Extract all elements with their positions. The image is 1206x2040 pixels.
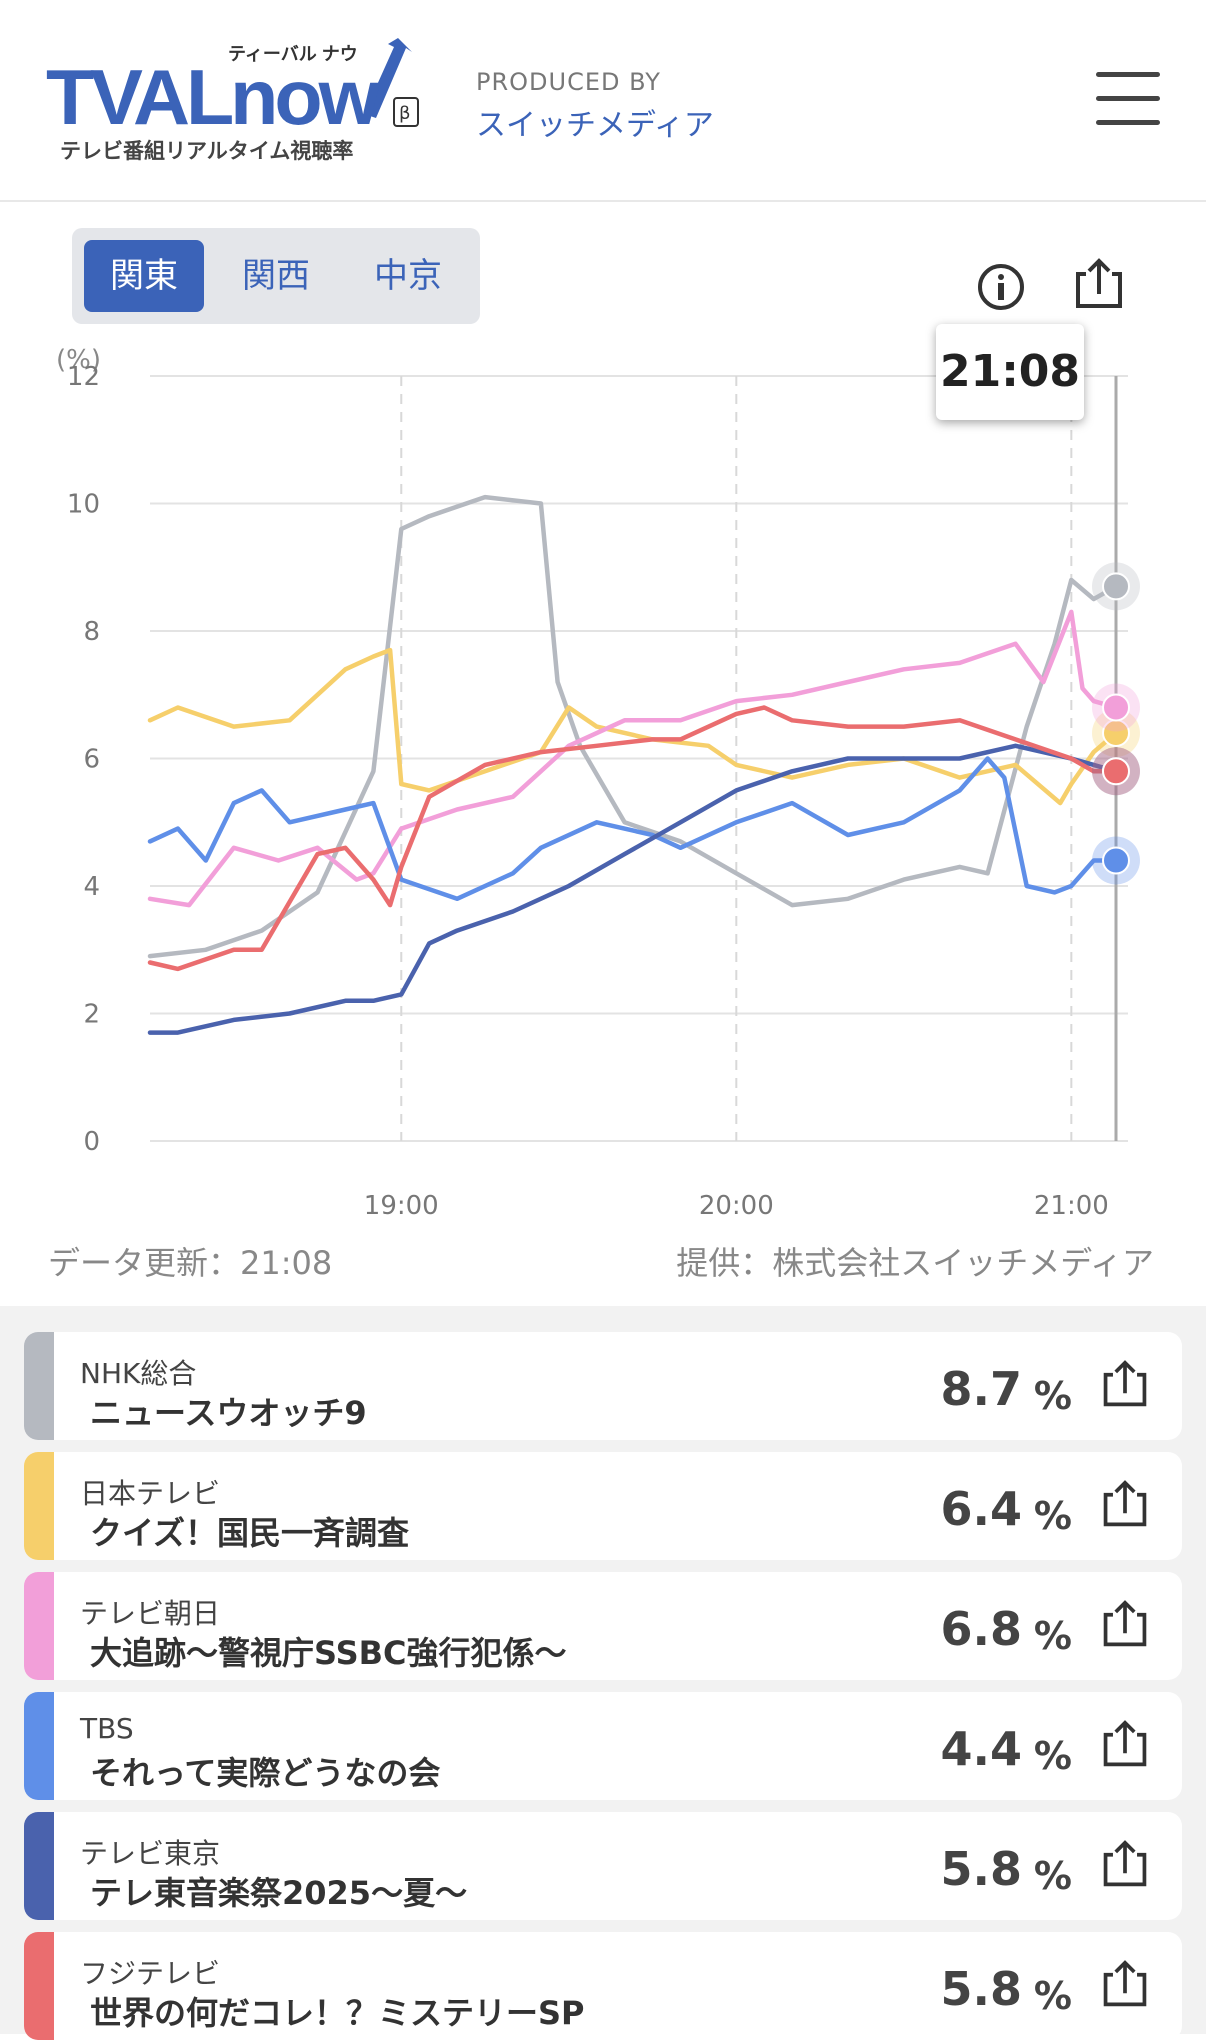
share-icon[interactable]: [1100, 1478, 1150, 1530]
channel-card[interactable]: フジテレビ世界の何だコレ！？ミステリーSP 5.8%: [24, 1932, 1182, 2040]
series-marker: [1102, 846, 1130, 875]
logo-wordmark: TVALnow: [46, 53, 380, 141]
program-title: テレ東音楽祭2025〜夏〜: [90, 1874, 468, 1912]
rating-unit: %: [1033, 1374, 1072, 1418]
series-line: [147, 756, 1119, 902]
program-title: 世界の何だコレ！？ミステリーSP: [90, 1994, 585, 2032]
info-icon[interactable]: [976, 262, 1026, 312]
hamburger-menu-icon[interactable]: [1096, 72, 1160, 128]
rating-value: 5.8: [940, 1842, 1023, 1896]
rating-value: 6.4: [940, 1482, 1023, 1536]
rating-unit: %: [1033, 1854, 1072, 1898]
channel-card[interactable]: テレビ朝日大追跡〜警視庁SSBC強行犯係〜 6.8%: [24, 1572, 1182, 1680]
tab-kansai[interactable]: 関西: [242, 256, 310, 296]
rating-unit: %: [1033, 1614, 1072, 1658]
program-title: クイズ！国民一斉調査: [90, 1514, 410, 1552]
channel-color-bar: [24, 1332, 54, 1440]
program-title: ニュースウオッチ9: [90, 1394, 367, 1432]
brand-link[interactable]: スイッチメディア: [476, 108, 714, 143]
rating-value: 4.4: [940, 1722, 1023, 1776]
x-tick-label: 20:00: [699, 1191, 774, 1221]
channel-card[interactable]: NHK総合ニュースウオッチ9 8.7%: [24, 1332, 1182, 1440]
share-icon[interactable]: [1100, 1718, 1150, 1770]
rating-value: 6.8: [940, 1602, 1023, 1656]
logo-tagline: テレビ番組リアルタイム視聴率: [60, 139, 353, 163]
channel-name: NHK総合: [80, 1357, 197, 1390]
rating-unit: %: [1033, 1494, 1072, 1538]
produced-by-label: PRODUCED BY: [476, 68, 661, 96]
time-tooltip: 21:08: [936, 324, 1084, 420]
series-line: [147, 647, 1119, 806]
channel-card[interactable]: テレビ東京テレ東音楽祭2025〜夏〜 5.8%: [24, 1812, 1182, 1920]
y-tick-label: 12: [67, 362, 100, 392]
tvalnow-logo[interactable]: ティーバル ナウ TVALnow β テレビ番組リアルタイム視聴率: [46, 28, 446, 178]
series-marker: [1102, 693, 1130, 722]
share-icon[interactable]: [1100, 1358, 1150, 1410]
channel-name: TBS: [80, 1712, 134, 1745]
logo-katakana: ティーバル ナウ: [228, 44, 358, 64]
series-marker: [1102, 757, 1130, 786]
share-icon[interactable]: [1100, 1598, 1150, 1650]
series-marker: [1102, 572, 1130, 601]
share-icon[interactable]: [1072, 256, 1126, 312]
logo-beta: β: [399, 103, 411, 124]
channel-color-bar: [24, 1692, 54, 1800]
y-tick-label: 6: [83, 745, 100, 775]
program-title: それって実際どうなの会: [90, 1754, 441, 1792]
y-tick-label: 4: [83, 872, 100, 902]
y-tick-label: 2: [83, 1000, 100, 1030]
tab-kanto[interactable]: 関東: [84, 240, 204, 312]
rating-value: 8.7: [940, 1362, 1023, 1416]
channel-color-bar: [24, 1812, 54, 1920]
tab-chukyo[interactable]: 中京: [374, 256, 442, 296]
rating-unit: %: [1033, 1974, 1072, 2018]
series-line: [147, 743, 1119, 1035]
channel-card[interactable]: TBS それって実際どうなの会 4.4%: [24, 1692, 1182, 1800]
series-line: [147, 494, 1119, 959]
program-title: 大追跡〜警視庁SSBC強行犯係〜: [90, 1634, 567, 1672]
app-header: ティーバル ナウ TVALnow β テレビ番組リアルタイム視聴率 PRODUC…: [0, 0, 1206, 202]
series-line: [147, 609, 1119, 908]
y-axis-unit: (%): [56, 345, 101, 375]
y-tick-label: 8: [83, 617, 100, 647]
channel-color-bar: [24, 1932, 54, 2040]
channel-card[interactable]: 日本テレビクイズ！国民一斉調査 6.4%: [24, 1452, 1182, 1560]
channel-color-bar: [24, 1572, 54, 1680]
share-icon[interactable]: [1100, 1838, 1150, 1890]
channel-name: 日本テレビ: [80, 1477, 221, 1510]
region-tabs: 関東 関西 中京: [72, 228, 480, 324]
rating-unit: %: [1033, 1734, 1072, 1778]
channel-name: テレビ東京: [80, 1837, 221, 1870]
y-tick-label: 0: [83, 1127, 100, 1157]
channel-name: フジテレビ: [80, 1957, 221, 1990]
x-tick-label: 21:00: [1034, 1191, 1109, 1221]
series-line: [147, 705, 1119, 972]
rating-value: 5.8: [940, 1962, 1023, 2016]
y-tick-label: 10: [67, 490, 100, 520]
share-icon[interactable]: [1100, 1958, 1150, 2010]
x-tick-label: 19:00: [364, 1191, 439, 1221]
data-provider: 提供：株式会社スイッチメディア: [676, 1244, 1154, 1282]
rating-chart[interactable]: (%) 0 2 4 6 8 10 12 19:00 20:00 21:00: [0, 330, 1206, 1230]
channel-name: テレビ朝日: [80, 1597, 221, 1630]
channel-color-bar: [24, 1452, 54, 1560]
data-update-time: データ更新：21:08: [48, 1244, 333, 1282]
